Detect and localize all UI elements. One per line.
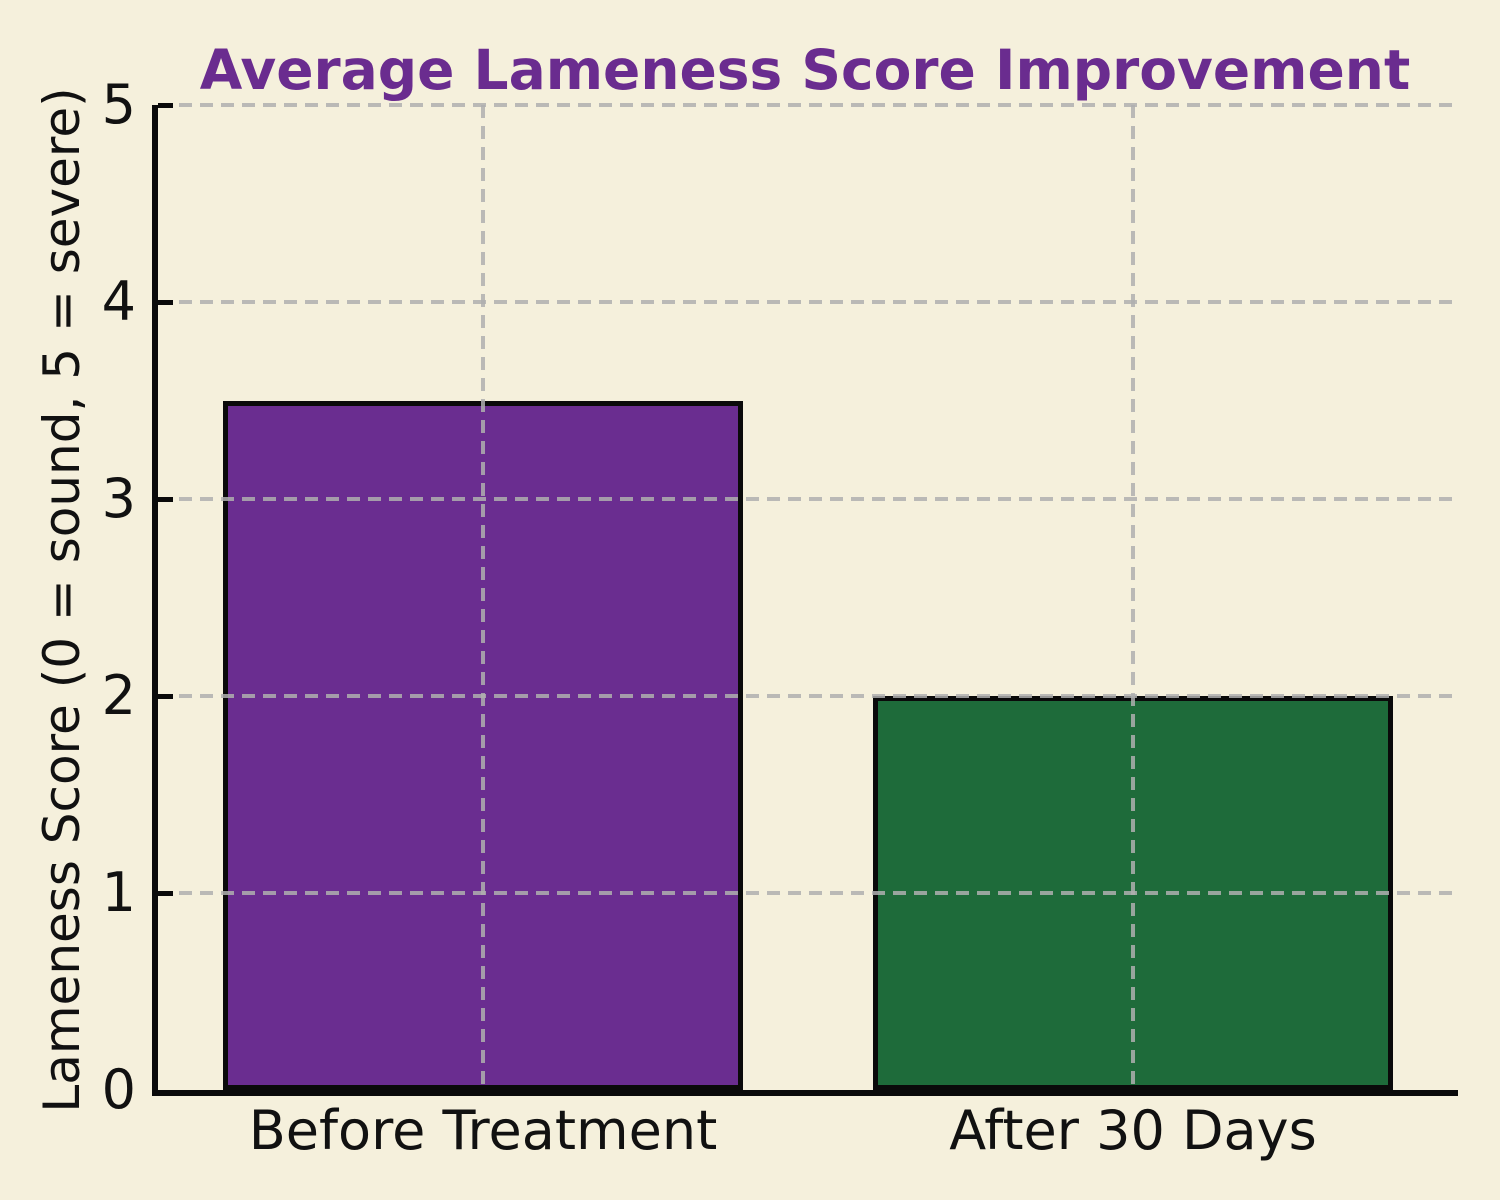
gridline-y-1 (158, 891, 1458, 895)
y-tick-label-4: 4 (101, 270, 136, 333)
x-tick-label-1: Before Treatment (248, 1099, 718, 1162)
y-tick-label-0: 0 (101, 1058, 136, 1121)
y-tick-label-3: 3 (101, 467, 136, 530)
plot-area: 0 1 2 3 4 5 Before Treatment After 30 Days (102, 78, 1458, 1158)
y-axis-label: Lameness Score (0 = sound, 5 = severe) (33, 87, 91, 1113)
gridline-x-1 (481, 105, 485, 1090)
y-tick-mark-4 (158, 299, 173, 305)
gridline-y-4 (158, 300, 1458, 304)
y-tick-mark-5 (158, 102, 173, 108)
y-tick-label-5: 5 (101, 73, 136, 136)
y-tick-mark-2 (158, 693, 173, 699)
y-tick-label-2: 2 (101, 664, 136, 727)
gridline-y-2 (158, 694, 1458, 698)
gridline-y-3 (158, 497, 1458, 501)
y-tick-mark-1 (158, 890, 173, 896)
chart-title: Average Lameness Score Improvement (199, 38, 1411, 102)
x-tick-label-2: After 30 Days (949, 1099, 1317, 1162)
gridline-x-2 (1131, 105, 1135, 1090)
y-tick-label-1: 1 (101, 861, 136, 924)
y-tick-mark-3 (158, 496, 173, 502)
gridline-y-5 (158, 103, 1458, 107)
